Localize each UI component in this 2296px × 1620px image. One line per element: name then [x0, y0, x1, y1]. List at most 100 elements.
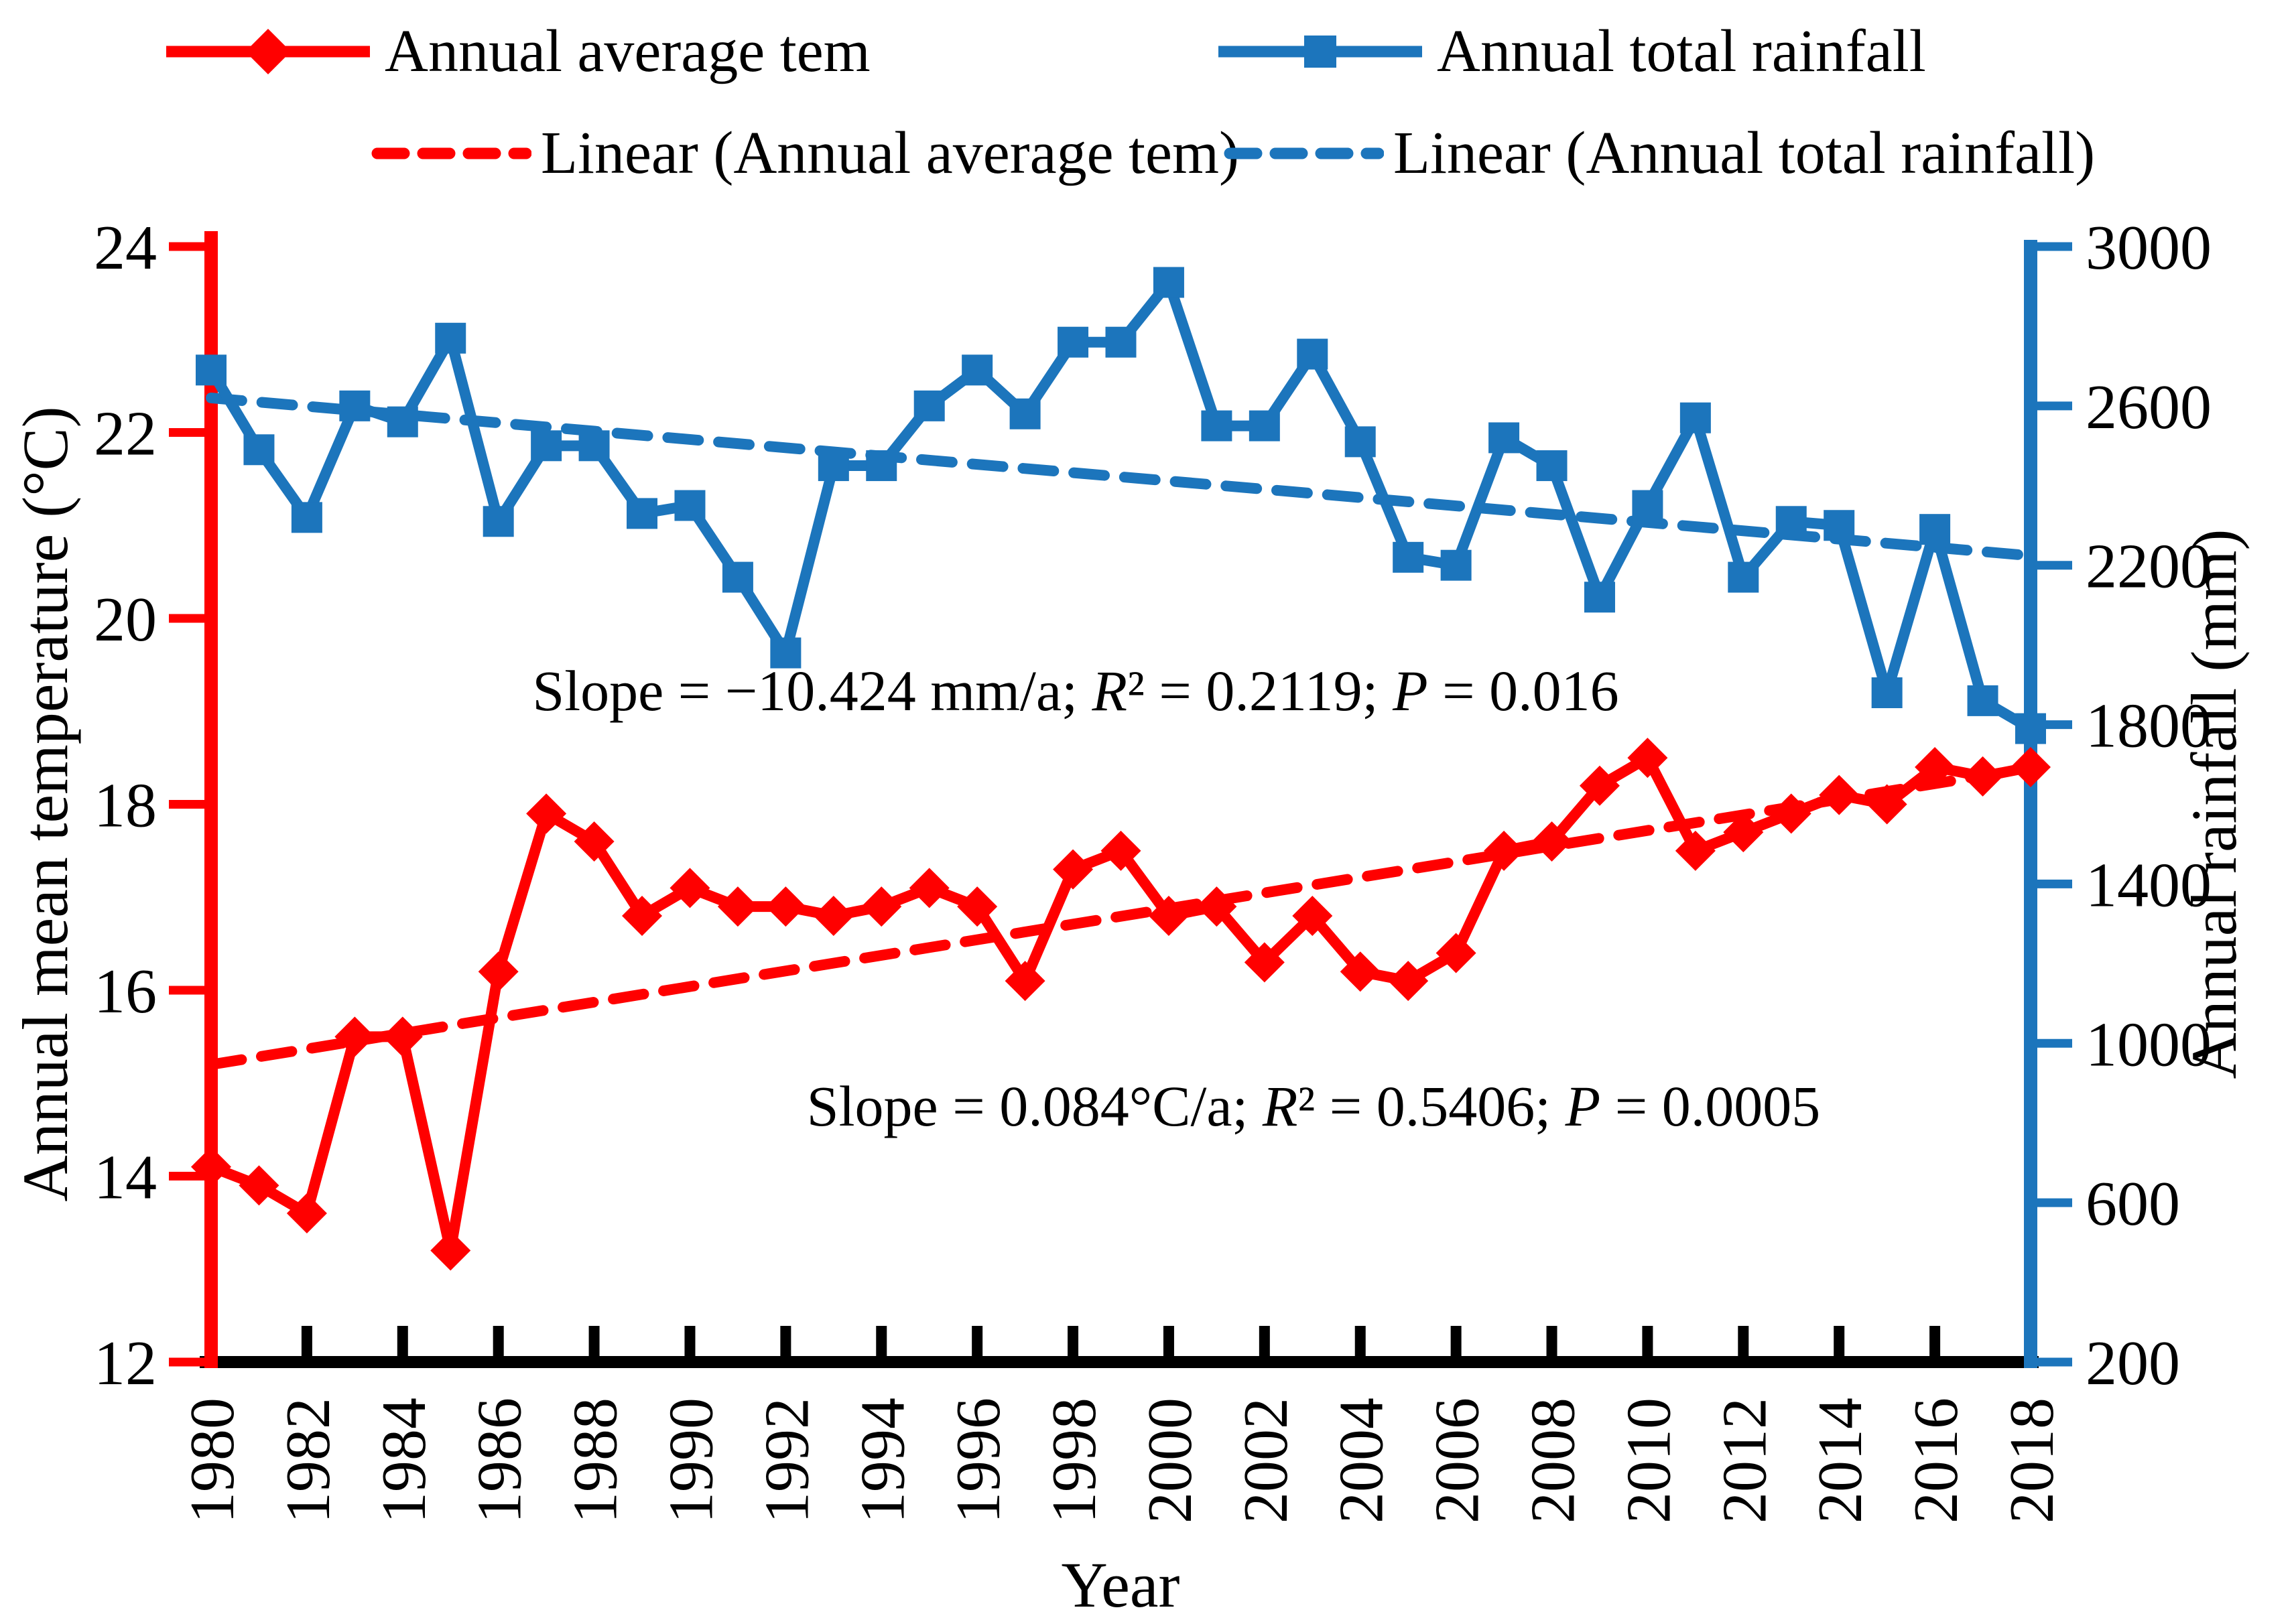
temperature-point: [334, 1016, 375, 1057]
temperature-point: [239, 1165, 279, 1206]
rainfall-series: [196, 267, 2046, 744]
temperature-point: [1962, 756, 2003, 797]
x-tick-label: 2004: [1327, 1398, 1397, 1524]
x-axis-title: Year: [1062, 1549, 1180, 1620]
x-tick-label: 1982: [273, 1398, 343, 1524]
rainfall-point: [1536, 450, 1568, 482]
x-tick-label: 1986: [465, 1398, 535, 1524]
right-tick-label: 1400: [2086, 850, 2212, 920]
x-tick-label: 1994: [848, 1398, 917, 1524]
right-tick-label: 2200: [2086, 532, 2212, 602]
temperature-trend-legend-icon: [371, 147, 531, 159]
right-tick-label: 600: [2086, 1169, 2180, 1239]
temperature-point: [1627, 738, 1668, 779]
left-tick-label: 24: [94, 213, 157, 283]
x-tick-label: 1998: [1039, 1398, 1109, 1524]
rainfall-stats-annotation: Slope = −10.424 mm/a; R² = 0.2119; P = 0…: [532, 659, 1618, 723]
temperature-point: [1819, 774, 1860, 815]
temperature-point: [191, 1146, 231, 1187]
rainfall-point: [387, 406, 418, 437]
rainfall-point: [1344, 426, 1376, 458]
rainfall-point: [1105, 326, 1137, 358]
temperature-point: [813, 896, 854, 936]
rainfall-point: [1440, 549, 1472, 581]
temperature-point: [1675, 830, 1716, 871]
rainfall-point: [770, 637, 802, 669]
x-tick-label: 2000: [1135, 1398, 1205, 1524]
legend-item-linear-rainfall: Linear (Annual total rainfall): [1223, 111, 2095, 196]
x-tick-label: 2018: [1997, 1398, 2067, 1524]
rainfall-point: [578, 430, 610, 462]
temperature-point: [1100, 830, 1141, 871]
temperature-point: [669, 868, 710, 908]
rainfall-point: [866, 450, 897, 482]
legend-item-linear-temperature: Linear (Annual average tem): [371, 111, 1239, 196]
rainfall-point: [1009, 398, 1041, 429]
rainfall-trend-legend-icon: [1224, 147, 1384, 159]
x-tick-label: 2010: [1614, 1398, 1683, 1524]
rainfall-point: [1632, 490, 1663, 521]
temperature-point: [1388, 961, 1429, 1002]
right-tick-label: 1800: [2086, 691, 2212, 761]
rainfall-point: [483, 506, 514, 537]
rainfall-point: [1393, 541, 1424, 573]
temperature-point: [1053, 849, 1094, 890]
rainfall-point: [531, 430, 562, 462]
right-axis-title: Annual rainfall (mm): [2178, 529, 2250, 1079]
rainfall-point: [913, 390, 945, 421]
legend-label-linear-rainfall: Linear (Annual total rainfall): [1393, 120, 2096, 186]
rainfall-point: [1871, 677, 1903, 708]
x-tick-label: 2002: [1231, 1398, 1301, 1524]
temperature-point: [1340, 951, 1381, 992]
x-tick-label: 1988: [561, 1398, 631, 1524]
temperature-series: [191, 738, 2051, 1271]
rainfall-point: [818, 450, 849, 482]
rainfall-point: [1249, 410, 1280, 442]
temperature-point: [1196, 886, 1237, 927]
temperature-point: [622, 896, 663, 936]
temperature-point: [1005, 961, 1045, 1002]
x-tick-label: 1996: [944, 1398, 1013, 1524]
x-tick-label: 2016: [1901, 1398, 1971, 1524]
right-tick-label: 3000: [2086, 213, 2212, 283]
rainfall-point: [627, 498, 658, 529]
rainfall-point: [339, 390, 371, 421]
temperature-point: [1723, 812, 1764, 853]
temperature-point: [1484, 830, 1525, 871]
rainfall-trendline: [206, 392, 2036, 561]
rainfall-point: [1679, 402, 1711, 433]
rainfall-point: [1584, 582, 1615, 613]
rainfall-series-legend-icon: [1218, 36, 1422, 68]
rainfall-point: [1967, 685, 1998, 716]
legend-item-annual-average-tem: Annual average tem: [161, 9, 871, 94]
temperature-point: [526, 793, 567, 834]
rainfall-point: [1201, 410, 1232, 442]
rainfall-point: [962, 354, 993, 386]
temperature-point: [909, 868, 950, 908]
x-tick-label: 1984: [369, 1398, 439, 1524]
temperature-point: [2011, 747, 2051, 787]
rainfall-point: [1058, 326, 1089, 358]
temperature-point: [574, 821, 615, 862]
x-tick-label: 2008: [1519, 1398, 1588, 1524]
legend-label-annual-total-rainfall: Annual total rainfall: [1437, 18, 1926, 84]
rainfall-point: [435, 322, 466, 354]
temperature-point: [382, 1016, 423, 1057]
rainfall-point: [291, 502, 322, 533]
left-tick-label: 16: [94, 957, 157, 1026]
temperature-point: [861, 886, 902, 927]
temperature-point: [1579, 765, 1620, 806]
temperature-point: [957, 886, 998, 927]
left-axis: 12 14 16 18 20 22 24 Annual mean temperature (°…: [9, 213, 218, 1398]
temperature-point: [1866, 784, 1907, 825]
temperature-point: [1244, 942, 1285, 983]
temperature-point: [1292, 896, 1333, 936]
temperature-point: [1771, 793, 1811, 834]
right-tick-label: 200: [2086, 1329, 2180, 1398]
temperature-stats-annotation: Slope = 0.084°C/a; R² = 0.5406; P = 0.00…: [807, 1074, 1820, 1138]
temperature-point: [1531, 821, 1572, 862]
x-tick-label: 2014: [1805, 1398, 1875, 1524]
legend-label-linear-temperature: Linear (Annual average tem): [541, 120, 1239, 186]
left-tick-label: 12: [94, 1329, 157, 1398]
